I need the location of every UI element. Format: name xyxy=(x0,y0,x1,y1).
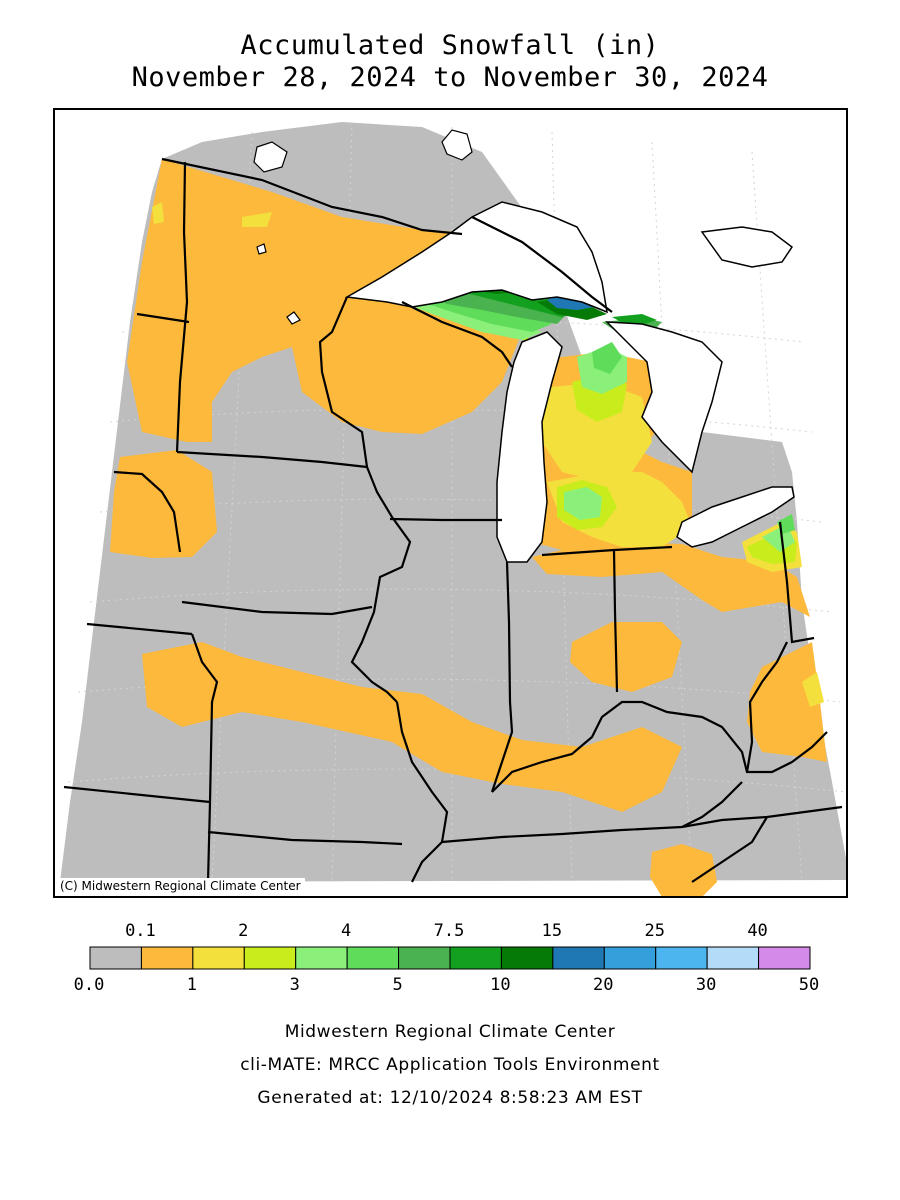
border-ky-va xyxy=(681,781,743,828)
legend-bottom-label: 10 xyxy=(490,975,511,995)
border-mi-up-canada xyxy=(471,216,613,313)
legend-bottom-label: 3 xyxy=(289,975,300,995)
border-il-in xyxy=(490,561,514,793)
border-wi-il xyxy=(389,517,502,522)
border-ia-il-river xyxy=(350,516,412,703)
border-ks-mo xyxy=(190,633,219,883)
lake-erie xyxy=(676,486,795,548)
map-canvas xyxy=(60,121,846,896)
lake-ontario xyxy=(700,226,794,268)
legend-swatch-25-30 xyxy=(655,946,708,970)
legend-swatch-40-50 xyxy=(758,946,811,970)
isle-royale xyxy=(253,129,473,325)
legend-swatch-0.1-1 xyxy=(140,946,194,970)
border-wi-mi xyxy=(401,301,513,368)
border-mo-il-river xyxy=(395,701,449,883)
legend-bottom-label: 0.0 xyxy=(73,975,105,995)
border-ia-mo xyxy=(181,600,373,616)
border-ohio-river xyxy=(491,700,828,793)
legend-swatch-20-25 xyxy=(603,946,657,970)
state-boundaries xyxy=(63,157,843,883)
border-ne-ks xyxy=(86,622,193,636)
footer-generated: Generated at: 12/10/2024 8:58:23 AM EST xyxy=(257,1088,643,1108)
legend-swatch-4-5 xyxy=(346,946,400,970)
border-sd-ne xyxy=(113,470,182,553)
legend-swatch-1-2 xyxy=(192,946,245,970)
legend-bottom-label: 50 xyxy=(798,975,820,995)
border-mn-canada xyxy=(161,157,463,236)
legend-top-label: 25 xyxy=(644,921,665,941)
border-in-oh xyxy=(612,549,619,693)
map-title: Accumulated Snowfall (in) xyxy=(240,30,660,61)
legend-swatch-2-3 xyxy=(243,946,297,970)
border-tn-nc xyxy=(691,816,768,883)
legend-bottom-label: 30 xyxy=(695,975,717,995)
border-mn-ia xyxy=(176,450,368,469)
legend-swatch-10-15 xyxy=(500,946,554,970)
legend-colorbar xyxy=(89,946,811,970)
legend-top-label: 15 xyxy=(541,921,563,941)
border-wi-mn xyxy=(318,296,393,518)
legend-swatch-3-4 xyxy=(295,946,348,970)
lake-superior xyxy=(344,201,608,314)
legend-swatch-7.5-10 xyxy=(449,946,502,970)
legend-swatch-5-7.5 xyxy=(398,946,451,970)
lake-michigan xyxy=(496,331,563,563)
great-lakes xyxy=(344,201,795,563)
footer-organization: Midwestern Regional Climate Center xyxy=(284,1022,616,1042)
legend-top-label: 7.5 xyxy=(433,921,465,941)
border-mn-west xyxy=(175,161,189,453)
legend-swatch-0.0-0.1 xyxy=(89,946,142,970)
lake-huron xyxy=(605,321,723,474)
border-oh-pa xyxy=(778,521,815,644)
border-nd-sd xyxy=(136,312,190,324)
legend-top-label: 40 xyxy=(747,921,768,941)
legend-swatch-15-20 xyxy=(552,946,605,970)
legend-bottom-label: 1 xyxy=(186,975,197,995)
border-ks-ok xyxy=(63,785,211,804)
border-mi-in-oh xyxy=(541,545,673,557)
border-wv-va xyxy=(745,641,788,773)
legend-top-label: 4 xyxy=(341,921,352,941)
border-ky-tn xyxy=(441,805,843,844)
legend-top-label: 0.1 xyxy=(125,921,156,941)
border-mo-ar xyxy=(207,830,403,846)
map-date-range: November 28, 2024 to November 30, 2024 xyxy=(131,62,769,93)
legend-bottom-label: 20 xyxy=(593,975,614,995)
legend-swatch-30-40 xyxy=(706,946,760,970)
snowfall-map xyxy=(53,108,848,898)
footer-tool: cli-MATE: MRCC Application Tools Environ… xyxy=(240,1055,660,1075)
legend-top-label: 2 xyxy=(238,921,249,941)
legend-bottom-label: 5 xyxy=(392,975,403,995)
map-copyright: (C) Midwestern Regional Climate Center xyxy=(56,878,305,894)
